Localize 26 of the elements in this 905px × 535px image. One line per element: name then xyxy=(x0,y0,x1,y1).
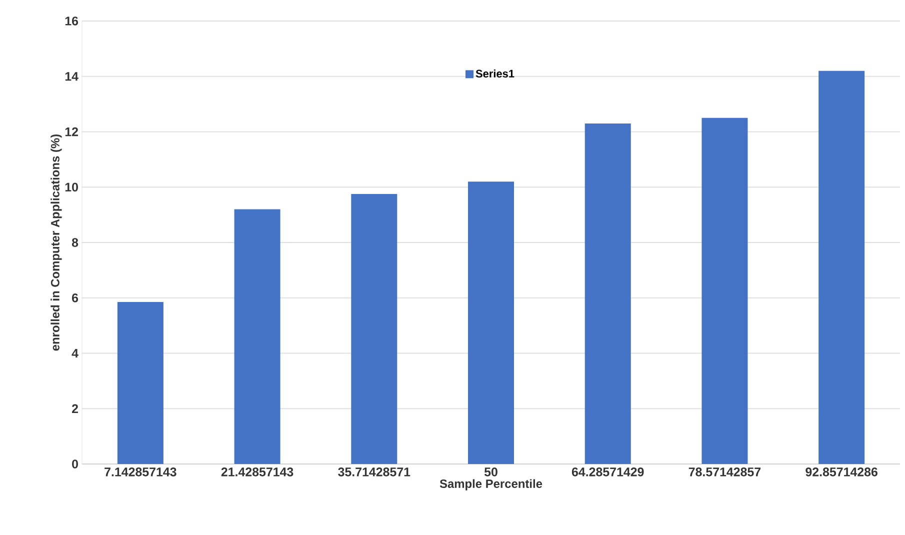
bar xyxy=(234,209,280,464)
y-tick-label: 10 xyxy=(65,182,78,192)
y-tick-label: 12 xyxy=(65,127,78,136)
y-tick-label: 6 xyxy=(72,293,78,302)
y-tick-label: 8 xyxy=(72,238,78,247)
x-tick-label: 92.85714286 xyxy=(806,468,878,476)
y-tick-label: 2 xyxy=(72,404,78,413)
x-axis-title: Sample Percentile xyxy=(440,479,542,490)
x-tick-label: 21.42857143 xyxy=(221,468,294,476)
bar xyxy=(117,302,164,464)
legend-label: Series1 xyxy=(476,69,514,78)
y-tick-label: 16 xyxy=(65,16,78,26)
x-tick-label: 64.28571429 xyxy=(572,468,644,476)
y-tick-label: 4 xyxy=(72,348,78,358)
x-tick-label: 7.142857143 xyxy=(104,468,176,476)
bar xyxy=(584,123,631,464)
x-tick-label: 78.57142857 xyxy=(688,468,761,476)
bar xyxy=(468,182,514,464)
y-tick-label: 0 xyxy=(72,460,78,468)
bar xyxy=(818,70,865,464)
bar xyxy=(702,118,748,464)
y-tick-label: 14 xyxy=(65,72,78,81)
bar xyxy=(351,194,398,464)
y-axis-title: enrolled in Computer Applications (%) xyxy=(50,134,62,351)
x-tick-label: 50 xyxy=(484,468,498,476)
x-tick-label: 35.71428571 xyxy=(338,468,410,476)
